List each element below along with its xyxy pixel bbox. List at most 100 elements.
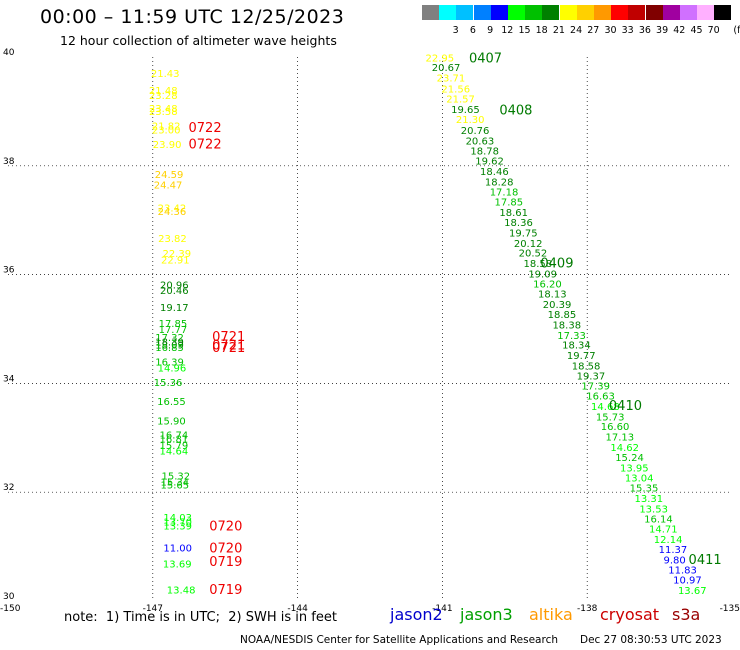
legend-swatch [490,5,508,20]
wave-height-label: 20.46 [160,286,189,297]
legend-swatch [422,5,439,20]
wave-height-label: 15.79 [160,441,189,452]
wave-height-label: 18.85 [548,310,577,321]
time-label: 0720 [209,542,242,557]
legend-tick-label: 12 [501,25,514,36]
wave-height-label: 17.85 [495,198,524,209]
legend-tick-label: 9 [487,25,494,36]
wave-height-label: 18.09 [155,341,184,352]
x-tick-label: -141 [432,604,452,614]
wave-height-label: 18.38 [552,320,581,331]
wave-height-label: 15.73 [596,412,625,423]
legend-tick-label: 33 [621,25,634,36]
wave-height-label: 16.63 [586,392,615,403]
legend-swatch [542,5,560,20]
footer-credit: NOAA/NESDIS Center for Satellite Applica… [240,634,558,646]
legend-tick-label: 21 [552,25,565,36]
wave-height-label: 11.00 [163,543,192,554]
legend-swatch [645,5,663,20]
wave-height-label: 20.76 [461,126,490,137]
wave-height-label: 23.42 [158,203,187,214]
wave-height-label: 19.62 [475,157,504,168]
wave-height-label: 23.90 [153,140,182,151]
y-tick-label: 32 [3,483,14,493]
wave-height-label: 20.52 [519,249,548,260]
wave-height-label: 9.80 [663,555,685,566]
time-label: 0722 [189,121,222,136]
chart-subtitle: 12 hour collection of altimeter wave hei… [60,33,337,48]
wave-height-label: 13.04 [625,473,654,484]
wave-height-label: 13.70 [163,517,192,528]
wave-height-label: 24.47 [154,181,183,192]
time-label: 0408 [499,104,532,119]
legend-cryosat: cryosat [600,605,660,624]
legend-swatch [559,5,577,20]
wave-height-label: 19.09 [528,269,557,280]
legend-s3a: s3a [672,605,701,624]
legend-swatch [439,5,457,20]
time-label: 0721 [212,339,245,354]
wave-height-label: 17.13 [606,433,635,444]
wave-height-label: 13.53 [639,504,668,515]
x-tick-label: -138 [577,604,598,614]
wave-height-label: 21.57 [446,95,475,106]
chart-title: 00:00 – 11:59 UTC 12/25/2023 [40,6,345,28]
wave-height-label: 15.34 [161,478,190,489]
legend-tick-label: 42 [673,25,686,36]
legend-tick-label: 39 [656,25,669,36]
wave-height-label: 18.46 [480,167,509,178]
legend-altika: altika [529,605,573,624]
time-label: 0719 [209,555,242,570]
wave-height-label: 19.65 [451,105,480,116]
time-label: 0722 [189,137,222,152]
wave-height-label: 20.63 [466,137,495,148]
wave-height-label: 13.39 [163,522,192,533]
wave-height-label: 15.24 [615,453,644,464]
legend-swatch [508,5,525,20]
wave-height-label: 17.85 [159,319,188,330]
wave-height-label: 24.59 [155,170,184,181]
wave-height-label: 17.39 [581,381,610,392]
wave-height-label: 23.71 [437,73,466,84]
time-label: 0719 [209,583,242,598]
x-tick-label: -144 [287,604,308,614]
wave-height-label: 21.48 [149,86,178,97]
wave-height-label: 11.83 [668,565,697,576]
y-tick-label: 40 [3,48,15,58]
wave-height-label: 14.68 [591,402,620,413]
legend-swatch [473,5,491,20]
wave-height-label: 15.65 [161,480,190,491]
legend-jason3: jason3 [460,605,513,624]
wave-height-label: 13.69 [163,559,192,570]
wave-height-label: 21.30 [456,115,485,126]
y-tick-label: 34 [3,374,15,384]
time-label: 0411 [689,553,722,568]
wave-height-label: 13.48 [167,585,196,596]
wave-height-label: 15.32 [161,472,190,483]
wave-height-label: 17.18 [490,188,519,199]
wave-height-label: 12.14 [654,535,683,546]
time-label: 0721 [212,341,245,356]
legend-swatch [714,5,732,20]
wave-height-label: 14.96 [158,363,187,374]
wave-height-label: 16.81 [160,435,189,446]
wave-height-label: 16.20 [533,280,562,291]
wave-height-label: 21.82 [152,121,181,132]
wave-height-label: 23.28 [149,91,178,102]
wave-height-label: 18.13 [538,289,567,300]
time-label: 0407 [469,51,502,66]
wave-height-label: 16.74 [160,430,189,441]
wave-height-label: 18.58 [523,259,552,270]
x-tick-label: -135 [720,604,740,614]
legend-tick-label: 15 [518,25,531,36]
wave-height-label: 16.39 [155,357,184,368]
time-label: 0409 [540,257,573,272]
wave-height-label: 15.36 [154,378,183,389]
legend-tick-label: 30 [604,25,617,36]
wave-height-label: 14.03 [163,513,192,524]
y-tick-label: 30 [3,592,15,602]
wave-height-label: 13.95 [620,464,649,475]
x-tick-label: -150 [0,604,21,614]
wave-height-label: 17.77 [159,325,188,336]
legend-swatch [628,5,646,20]
